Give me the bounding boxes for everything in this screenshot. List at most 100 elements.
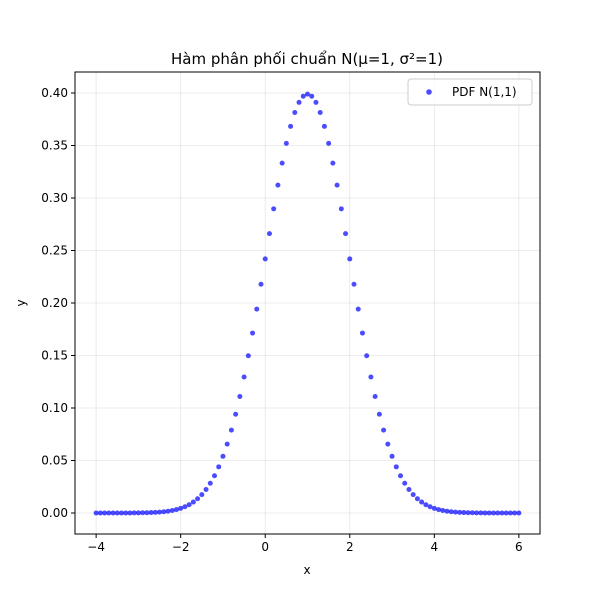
data-point xyxy=(106,510,112,516)
data-point xyxy=(292,110,298,116)
data-point xyxy=(355,306,361,312)
data-point xyxy=(465,510,471,516)
data-point xyxy=(499,510,505,516)
data-point xyxy=(309,93,315,99)
legend-box xyxy=(407,78,533,106)
data-point xyxy=(305,91,310,97)
data-point xyxy=(254,306,260,312)
data-point xyxy=(330,160,336,166)
y-tick-label: 0.20 xyxy=(41,296,68,310)
x-tick-label: 0 xyxy=(261,540,269,554)
data-point xyxy=(190,499,196,505)
data-point xyxy=(448,509,454,515)
data-point xyxy=(165,508,171,514)
data-point xyxy=(169,507,175,513)
data-point xyxy=(216,464,222,470)
data-point xyxy=(161,509,167,515)
data-point xyxy=(212,473,217,479)
data-point xyxy=(431,505,437,511)
y-tick-label: 0.00 xyxy=(41,506,68,520)
data-point xyxy=(266,231,272,237)
data-point xyxy=(389,453,395,459)
data-point xyxy=(157,509,163,515)
data-point xyxy=(351,281,357,287)
data-point xyxy=(182,504,188,510)
data-point xyxy=(347,256,353,262)
data-point xyxy=(495,510,501,516)
y-tick-label: 0.05 xyxy=(41,454,68,468)
data-point xyxy=(452,509,458,515)
data-point xyxy=(140,510,146,516)
data-point xyxy=(258,281,264,287)
data-point xyxy=(245,353,251,359)
data-point xyxy=(414,496,420,502)
data-point xyxy=(372,394,378,400)
data-point xyxy=(195,496,201,502)
data-point xyxy=(368,374,374,380)
data-point xyxy=(135,510,141,516)
y-tick-label: 0.10 xyxy=(41,401,68,415)
x-tick-label: −4 xyxy=(87,540,105,554)
data-point xyxy=(317,110,323,116)
y-axis-ticks: 0.00 0.05 0.10 0.15 0.20 0.25 0.30 0.35 0.40 xyxy=(41,86,75,520)
data-point xyxy=(233,411,239,417)
data-point xyxy=(127,510,133,516)
data-point xyxy=(220,453,226,459)
y-tick-label: 0.30 xyxy=(41,191,68,205)
data-point xyxy=(410,492,416,498)
data-point xyxy=(288,123,294,129)
data-point xyxy=(423,502,429,508)
data-point xyxy=(440,507,446,513)
chart-title: Hàm phân phối chuẩn N(μ=1, σ²=1) xyxy=(171,50,443,68)
data-point xyxy=(427,504,433,510)
data-point xyxy=(250,330,256,336)
data-point xyxy=(203,486,209,492)
data-point xyxy=(114,510,120,516)
x-axis-label: x xyxy=(303,563,310,577)
data-point xyxy=(419,499,425,505)
x-tick-label: 2 xyxy=(346,540,354,554)
data-point xyxy=(131,510,137,516)
data-point xyxy=(148,510,154,516)
data-point xyxy=(474,510,480,516)
data-point xyxy=(461,510,467,516)
data-point xyxy=(123,510,129,516)
data-point xyxy=(491,510,496,516)
data-point xyxy=(516,510,522,516)
data-point xyxy=(207,480,213,486)
data-point xyxy=(444,508,450,514)
data-point xyxy=(482,510,488,516)
data-point xyxy=(178,505,184,511)
data-point xyxy=(381,427,387,433)
data-point xyxy=(173,507,179,513)
data-point xyxy=(406,486,412,492)
data-point xyxy=(402,480,408,486)
data-point xyxy=(334,182,340,188)
data-point xyxy=(237,394,243,400)
data-point xyxy=(152,509,158,515)
data-point xyxy=(224,441,230,447)
data-point xyxy=(364,353,370,359)
data-points xyxy=(93,91,522,516)
data-point xyxy=(144,510,150,516)
data-point xyxy=(326,140,332,146)
x-tick-label: 6 xyxy=(515,540,523,554)
data-point xyxy=(393,464,399,470)
data-point xyxy=(110,510,116,516)
data-point xyxy=(486,510,492,516)
data-point xyxy=(186,502,192,508)
data-point xyxy=(457,509,463,515)
data-point xyxy=(241,374,247,380)
data-point xyxy=(469,510,475,516)
data-point xyxy=(343,231,349,237)
data-point xyxy=(507,510,513,516)
y-tick-label: 0.40 xyxy=(41,86,68,100)
data-point xyxy=(385,441,391,447)
data-point xyxy=(279,160,285,166)
data-point xyxy=(228,427,234,433)
data-point xyxy=(436,507,442,513)
data-point xyxy=(275,182,281,188)
data-point xyxy=(512,510,518,516)
data-point xyxy=(478,510,484,516)
